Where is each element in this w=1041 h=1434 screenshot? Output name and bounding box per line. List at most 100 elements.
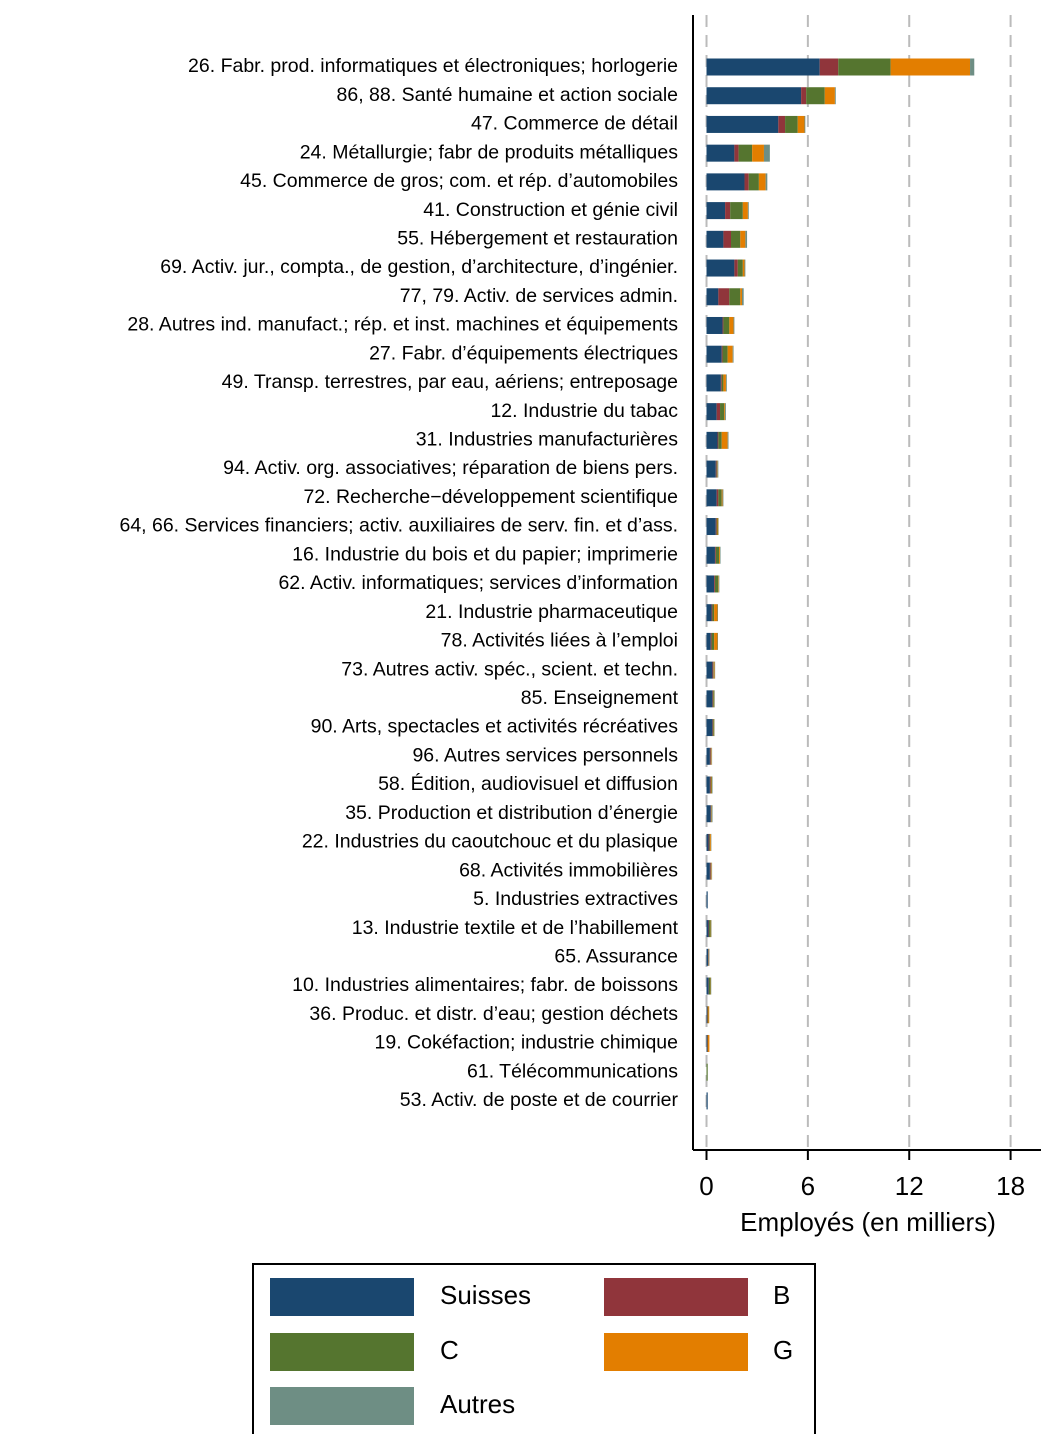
category-label: 73. Autres activ. spéc., scient. et tech… <box>341 658 678 680</box>
bar-segment <box>707 1034 709 1052</box>
bar-segment <box>706 87 802 105</box>
bar-segment <box>716 518 718 536</box>
bar-segment <box>708 977 711 995</box>
bar-segment <box>710 747 712 765</box>
bar-segment <box>740 288 742 306</box>
bar-segment <box>721 431 728 449</box>
bar-segment <box>706 920 709 938</box>
bar-segment <box>718 431 722 449</box>
bar-segment <box>706 202 726 220</box>
bar-segment <box>797 115 805 133</box>
category-label: 35. Production et distribution d’énergie <box>345 802 678 824</box>
bar-segment <box>717 431 719 449</box>
bar-segment <box>717 604 719 622</box>
category-label: 45. Commerce de gros; com. et rép. d’aut… <box>240 170 678 192</box>
legend-label: Autres <box>440 1389 515 1419</box>
bar-segment <box>714 661 716 679</box>
category-label: 94. Activ. org. associatives; réparation… <box>223 457 678 479</box>
category-label: 22. Industries du caoutchouc et du plasi… <box>302 831 678 853</box>
category-label: 41. Construction et génie civil <box>423 199 678 221</box>
bar-segment <box>709 747 711 765</box>
bar-segment <box>970 58 975 76</box>
bar-segment <box>729 288 741 306</box>
bar-segment <box>710 833 712 851</box>
bar-segment <box>706 115 779 133</box>
bar-segment <box>710 805 712 823</box>
bar-segment <box>710 776 712 794</box>
bar-segment <box>706 374 721 392</box>
category-label: 5. Industries extractives <box>473 888 678 910</box>
bar-segment <box>723 374 726 392</box>
bar-segment <box>712 719 714 737</box>
category-label: 31. Industries manufacturières <box>416 429 679 451</box>
bar-segment <box>806 87 825 105</box>
bar-segment <box>706 144 735 162</box>
x-tick-label: 0 <box>699 1171 713 1201</box>
bar-segment <box>706 1034 708 1052</box>
bar-segment <box>706 431 718 449</box>
category-label: 49. Transp. terrestres, par eau, aériens… <box>222 371 678 393</box>
bar-segment <box>733 316 735 334</box>
bar-segment <box>714 575 715 593</box>
bar-segment <box>714 690 715 708</box>
bar-segment <box>708 1034 710 1052</box>
bar-segment <box>723 230 732 248</box>
category-label: 24. Métallurgie; fabr de produits métall… <box>300 141 679 163</box>
bar-segment <box>720 546 721 564</box>
bar-segment <box>711 805 712 823</box>
bar-segment <box>734 259 738 277</box>
bar-segment <box>758 173 766 191</box>
bar-segment <box>714 632 718 650</box>
category-label: 13. Industrie textile et de l’habillemen… <box>352 917 679 939</box>
bar-segment <box>706 288 719 306</box>
bar-segment <box>745 230 748 248</box>
bar-segment <box>732 345 734 363</box>
bar-segment <box>710 920 712 938</box>
category-label: 12. Industrie du tabac <box>490 400 678 422</box>
category-label: 61. Télécommunications <box>467 1060 678 1082</box>
bar-segment <box>706 977 709 995</box>
bar-segment <box>720 403 725 421</box>
bar-segment <box>711 632 715 650</box>
bar-segment <box>710 862 712 880</box>
x-tick-label: 6 <box>801 1171 815 1201</box>
bar-segment <box>890 58 971 76</box>
bar-segment <box>725 374 727 392</box>
bar-segment <box>706 632 711 650</box>
bar-segment <box>744 259 746 277</box>
bar-segment <box>706 489 717 507</box>
bar-segment <box>706 518 716 536</box>
bar-segment <box>706 403 717 421</box>
bar-segment <box>706 259 735 277</box>
bar-segment <box>747 202 749 220</box>
bar-segment <box>708 833 710 851</box>
category-label: 77, 79. Activ. de services admin. <box>400 285 678 307</box>
bar-segment <box>714 546 716 564</box>
category-label: 72. Recherche−développement scientifique <box>303 486 678 508</box>
bar-segment <box>709 776 711 794</box>
bar-segment <box>706 546 715 564</box>
bar-segment <box>715 460 717 478</box>
bar-segment <box>727 431 729 449</box>
bar-segment <box>711 604 713 622</box>
bar-segment <box>706 1006 708 1024</box>
category-label: 28. Autres ind. manufact.; rép. et inst.… <box>127 314 678 336</box>
category-label: 36. Produc. et distr. d’eau; gestion déc… <box>309 1003 678 1025</box>
bar-segment <box>723 316 730 334</box>
legend-swatch <box>604 1278 748 1316</box>
bar-segment <box>707 1006 709 1024</box>
bar-segment <box>706 316 723 334</box>
bar-segment <box>730 202 743 220</box>
bar-segment <box>706 604 712 622</box>
bar-segment <box>721 345 723 363</box>
bar-segment <box>713 661 714 679</box>
bar-segment <box>716 460 718 478</box>
bar-segment <box>727 345 733 363</box>
bar-segment <box>838 58 891 76</box>
bar-segment <box>725 403 726 421</box>
bar-segment <box>707 1006 708 1024</box>
bar-segment <box>717 460 719 478</box>
bar-segment <box>804 115 806 133</box>
legend-label: B <box>773 1280 790 1310</box>
